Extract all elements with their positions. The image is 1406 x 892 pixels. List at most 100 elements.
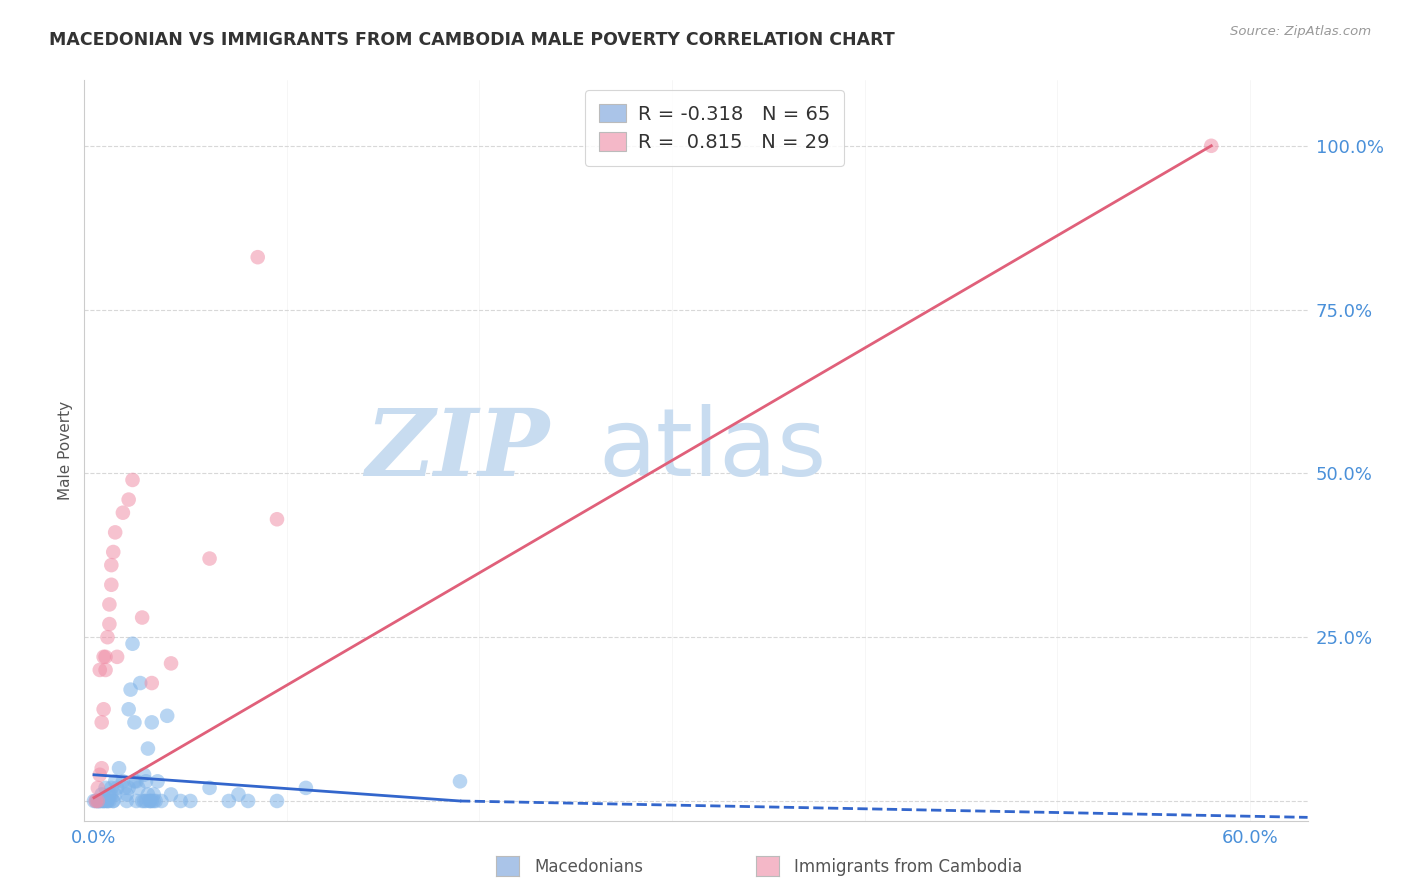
Point [136,741,159,756]
Point [87,794,110,808]
Point [98,617,121,632]
Point [156,708,179,723]
Y-axis label: Male Poverty: Male Poverty [58,401,73,500]
Point [132,768,155,782]
Point [96,630,118,644]
Point [136,788,159,802]
Text: MACEDONIAN VS IMMIGRANTS FROM CAMBODIA MALE POVERTY CORRELATION CHART: MACEDONIAN VS IMMIGRANTS FROM CAMBODIA M… [49,31,896,49]
Point [118,492,141,507]
Point [218,794,240,808]
Point [105,649,128,664]
Point [89,663,111,677]
Text: atlas: atlas [598,404,827,497]
Point [90,794,112,808]
Point [150,794,173,808]
Point [89,794,111,808]
Point [170,794,193,808]
Point [135,774,157,789]
Point [100,558,122,573]
Point [179,794,201,808]
Text: Immigrants from Cambodia: Immigrants from Cambodia [794,858,1022,876]
Point [96,794,118,808]
Point [266,794,288,808]
Legend: R = -0.318   N = 65, R =  0.815   N = 29: R = -0.318 N = 65, R = 0.815 N = 29 [585,90,844,166]
Point [84,794,107,808]
Point [131,794,153,808]
Point [141,715,163,730]
Point [135,794,157,808]
Point [246,250,269,264]
Point [142,794,165,808]
Point [90,761,112,775]
Point [449,774,471,789]
Point [87,794,110,808]
Point [93,794,115,808]
Point [115,794,138,808]
Point [118,702,141,716]
Point [198,780,221,795]
Point [141,794,163,808]
Point [111,774,134,789]
Point [98,794,121,808]
Point [87,794,110,808]
Point [111,506,134,520]
Point [94,663,117,677]
Point [266,512,288,526]
Point [84,794,107,808]
Point [94,649,117,664]
Point [93,702,115,716]
Point [100,578,122,592]
Point [103,794,125,808]
Point [121,637,143,651]
Point [145,794,167,808]
Point [118,780,141,795]
Text: ZIP: ZIP [366,406,550,495]
Point [103,794,125,808]
Point [141,676,163,690]
Point [125,774,148,789]
Point [90,715,112,730]
Point [1199,138,1222,153]
Point [236,794,259,808]
Point [120,682,142,697]
Point [94,780,117,795]
Point [142,788,165,802]
Point [132,794,155,808]
Point [115,788,138,802]
Point [121,473,143,487]
Point [104,525,127,540]
Point [94,794,117,808]
Point [127,780,149,795]
Point [103,545,125,559]
Point [139,794,162,808]
Point [104,788,127,802]
Point [87,780,110,795]
Point [90,788,112,802]
Point [146,774,169,789]
Point [98,598,121,612]
Point [124,774,146,789]
Point [125,794,148,808]
Point [108,761,131,775]
Point [295,780,318,795]
Point [139,794,162,808]
Point [100,788,122,802]
Point [104,774,127,789]
Point [89,768,111,782]
Point [105,780,128,795]
Point [89,794,111,808]
Point [198,551,221,566]
Point [228,788,250,802]
Point [160,657,183,671]
Point [96,794,118,808]
Point [98,788,121,802]
Point [160,788,183,802]
Point [114,780,136,795]
Point [93,794,115,808]
Point [100,780,122,795]
Point [124,715,146,730]
Point [131,610,153,624]
Point [129,676,152,690]
Point [93,649,115,664]
Text: Macedonians: Macedonians [534,858,644,876]
